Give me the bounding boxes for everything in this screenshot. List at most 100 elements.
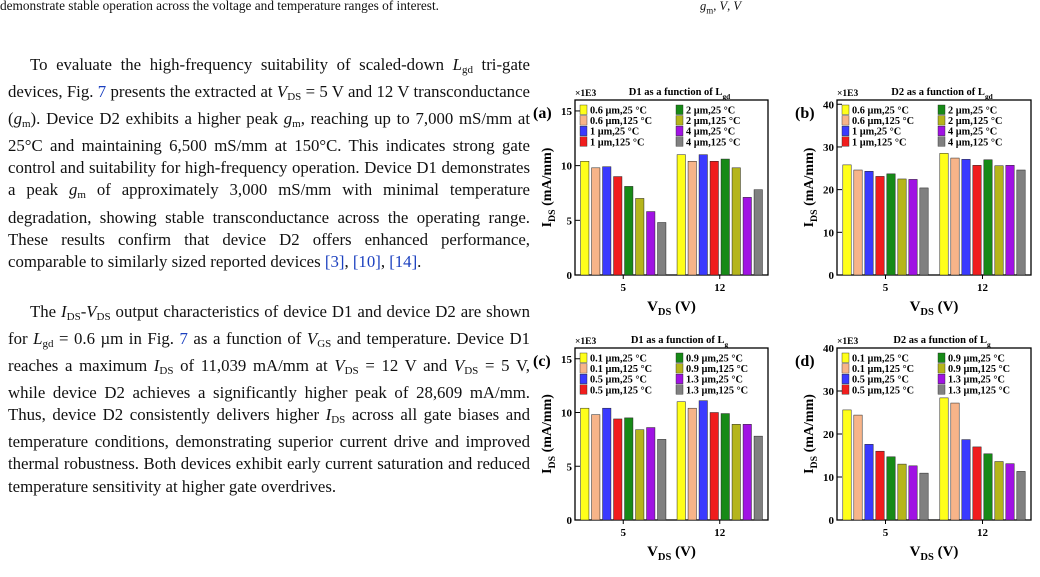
text-run: V (453, 356, 465, 376)
text-run: tri-gate devices, Fig. (8, 55, 531, 102)
citation-link[interactable]: [3] (324, 251, 345, 271)
bar-4-m-125-c-12 (753, 189, 763, 276)
y-axis-label: IDS (mA/mm) (540, 147, 558, 227)
legend-swatch (579, 384, 588, 395)
bar-0-5-m-25-c-5 (602, 407, 612, 521)
legend-entry: 2 µm,25 °C (948, 106, 997, 117)
legend-swatch (579, 363, 588, 374)
legend-entry: 1 µm,125 °C (852, 137, 906, 148)
legend-swatch (675, 104, 684, 115)
chart-title: D2 as a function of Lg (893, 335, 991, 349)
text-run: , reaching up to 7,000 mS/mm at 25°C and… (8, 109, 530, 200)
legend-swatch (841, 384, 850, 395)
x-tick-label: 12 (714, 527, 726, 539)
legend-swatch (841, 104, 850, 115)
bar-1-m-125-c-5 (613, 176, 623, 276)
text-run: of approximately 3,000 mS/mm with minima… (8, 180, 530, 271)
legend-swatch (841, 363, 850, 374)
y-tick-label: 30 (823, 386, 835, 398)
scale-factor-label: ×1E3 (837, 337, 858, 347)
top-line-text: demonstrate stable operation across the … (0, 0, 439, 13)
text-run: . (417, 251, 422, 271)
text-run: = 5 V, while device D2 achieves a signif… (8, 356, 530, 425)
legend-swatch (675, 374, 684, 384)
bar-1-3-m-25-c-5 (646, 427, 656, 521)
bar-1-m-25-c-5 (602, 166, 612, 276)
citation-link[interactable]: [14] (389, 251, 418, 271)
y-tick-label: 0 (567, 515, 573, 527)
legend-entry: 0.5 µm,25 °C (590, 375, 647, 386)
text-run: V (86, 301, 97, 321)
legend-entry: 4 µm,25 °C (948, 127, 997, 138)
legend-entry: 4 µm,25 °C (686, 127, 735, 138)
citation-link[interactable]: [10] (352, 251, 381, 271)
text-run: - (80, 301, 87, 321)
legend-swatch (579, 136, 588, 147)
legend-entry: 0.6 µm,25 °C (852, 106, 909, 117)
bar-0-1-m-125-c-12 (687, 407, 697, 521)
panel-label: (b) (795, 105, 815, 122)
x-axis-label: VDS (V) (910, 299, 959, 318)
bar-2-m-125-c-12 (731, 167, 741, 276)
bar-0-6-m-125-c-12 (687, 161, 697, 276)
y-tick-label: 10 (823, 472, 835, 484)
bar-0-6-m-25-c-5 (842, 164, 852, 276)
y-tick-label: 10 (823, 227, 835, 239)
text-run: presents the extracted at (106, 82, 277, 102)
text-run: The (30, 301, 62, 321)
chart-panel-d: 5 12 0 10 20 30 40×1E3 D2 as a function of Lg (d… (795, 335, 1032, 563)
text-run: L (452, 55, 462, 74)
text-run: V (334, 356, 345, 376)
bar-0-5-m-125-c-5 (613, 418, 623, 521)
text-run: , (344, 251, 353, 271)
bar-0-5-m-125-c-5 (875, 450, 885, 521)
bar-2-m-125-c-5 (635, 198, 645, 276)
legend-entry: 1.3 µm,125 °C (686, 385, 748, 396)
text-run: gd (461, 64, 473, 76)
bar-2-m-25-c-5 (886, 173, 896, 276)
x-axis-label: VDS (V) (647, 544, 696, 563)
citation-link[interactable]: 7 (97, 82, 107, 102)
text-run: ). Device D2 exhibits a higher peak (30, 109, 284, 129)
x-tick-label: 12 (977, 527, 989, 539)
x-tick-label: 5 (621, 282, 627, 294)
legend-entry: 4 µm,125 °C (948, 137, 1002, 148)
text-run: To evaluate the high-frequency suitabili… (30, 55, 453, 74)
legend-entry: 0.5 µm,125 °C (852, 385, 914, 396)
bar-0-9-m-125-c-12 (994, 461, 1004, 521)
x-tick-label: 5 (883, 282, 889, 294)
legend-entry: 1 µm,125 °C (590, 137, 644, 148)
y-tick-label: 5 (567, 461, 573, 473)
plot-frame (836, 99, 1032, 276)
text-run: m (292, 118, 301, 131)
y-tick-label: 15 (561, 106, 573, 118)
text-run: gd (42, 337, 54, 350)
bar-4-m-25-c-12 (742, 197, 752, 276)
y-tick-label: 5 (567, 215, 573, 227)
legend-entry: 1.3 µm,25 °C (686, 375, 743, 386)
legend-swatch (937, 126, 946, 136)
y-tick-label: 15 (561, 354, 573, 366)
legend-swatch (675, 384, 684, 395)
bar-0-5-m-125-c-12 (709, 412, 719, 521)
chart-title: D2 as a function of Lgd (891, 87, 992, 101)
legend-swatch (937, 104, 946, 115)
legend-entry: 4 µm,125 °C (686, 137, 740, 148)
legend-swatch (675, 126, 684, 136)
bar-0-5-m-25-c-5 (864, 444, 874, 521)
x-tick-label: 12 (714, 282, 726, 294)
legend-swatch (675, 352, 684, 363)
legend-swatch (937, 136, 946, 147)
legend-entry: 0.9 µm,125 °C (948, 364, 1010, 375)
x-tick-label: 12 (977, 282, 989, 294)
legend-swatch (937, 115, 946, 126)
text-run: m (77, 189, 86, 202)
y-tick-label: 30 (823, 142, 835, 154)
y-tick-label: 10 (561, 408, 573, 420)
bar-1-3-m-125-c-12 (1016, 471, 1026, 521)
citation-link[interactable]: 7 (179, 328, 188, 348)
legend-swatch (579, 104, 588, 115)
bar-0-1-m-25-c-12 (939, 397, 949, 521)
scale-factor-label: ×1E3 (575, 89, 596, 99)
text-run: g (68, 180, 78, 200)
